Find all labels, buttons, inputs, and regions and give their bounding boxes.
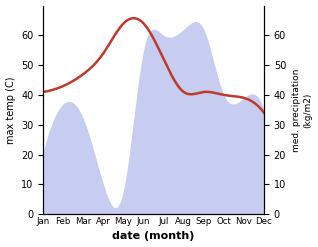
X-axis label: date (month): date (month)	[112, 231, 195, 242]
Y-axis label: med. precipitation
(kg/m2): med. precipitation (kg/m2)	[292, 68, 313, 151]
Y-axis label: max temp (C): max temp (C)	[5, 76, 16, 144]
